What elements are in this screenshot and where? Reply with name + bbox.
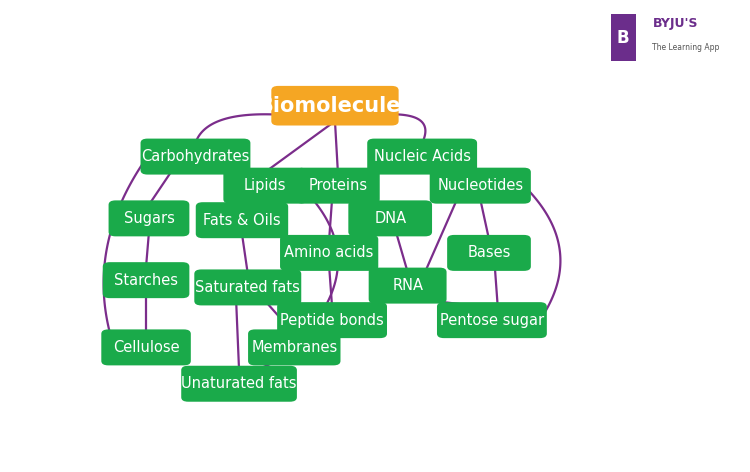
FancyBboxPatch shape	[430, 168, 531, 203]
FancyBboxPatch shape	[368, 139, 477, 175]
FancyBboxPatch shape	[280, 235, 378, 271]
FancyBboxPatch shape	[348, 201, 432, 236]
FancyBboxPatch shape	[272, 86, 398, 126]
Text: Nucleotides: Nucleotides	[437, 178, 524, 193]
Text: Bases: Bases	[467, 245, 511, 261]
FancyBboxPatch shape	[437, 302, 547, 338]
Text: Biomolecules: Biomolecules	[257, 96, 413, 116]
FancyBboxPatch shape	[109, 201, 189, 236]
FancyBboxPatch shape	[278, 302, 387, 338]
FancyBboxPatch shape	[140, 139, 250, 175]
Text: Proteins: Proteins	[308, 178, 368, 193]
Text: Lipids: Lipids	[244, 178, 286, 193]
Text: BYJU'S: BYJU'S	[652, 17, 698, 30]
FancyBboxPatch shape	[248, 329, 340, 365]
FancyBboxPatch shape	[182, 366, 297, 402]
Text: Sugars: Sugars	[124, 211, 175, 226]
Text: Saturated fats: Saturated fats	[195, 280, 300, 295]
Text: Carbohydrates: Carbohydrates	[141, 149, 250, 164]
Text: Peptide bonds: Peptide bonds	[280, 312, 384, 328]
FancyBboxPatch shape	[369, 268, 446, 303]
Text: Starches: Starches	[114, 273, 178, 287]
Text: Unaturated fats: Unaturated fats	[182, 376, 297, 391]
Text: Amino acids: Amino acids	[284, 245, 374, 261]
Text: Fats & Oils: Fats & Oils	[203, 213, 280, 228]
FancyBboxPatch shape	[447, 235, 531, 271]
Text: Membranes: Membranes	[251, 340, 338, 355]
Text: RNA: RNA	[392, 278, 423, 293]
Text: B: B	[616, 29, 629, 47]
FancyBboxPatch shape	[196, 202, 288, 238]
FancyBboxPatch shape	[296, 168, 380, 203]
FancyBboxPatch shape	[103, 262, 189, 298]
FancyBboxPatch shape	[194, 270, 302, 305]
FancyBboxPatch shape	[224, 168, 307, 203]
Text: DNA: DNA	[374, 211, 406, 226]
FancyBboxPatch shape	[609, 12, 636, 64]
Text: Pentose sugar: Pentose sugar	[440, 312, 544, 328]
Text: Cellulose: Cellulose	[112, 340, 179, 355]
Text: Nucleic Acids: Nucleic Acids	[374, 149, 471, 164]
FancyBboxPatch shape	[101, 329, 190, 365]
Text: The Learning App: The Learning App	[652, 42, 720, 52]
